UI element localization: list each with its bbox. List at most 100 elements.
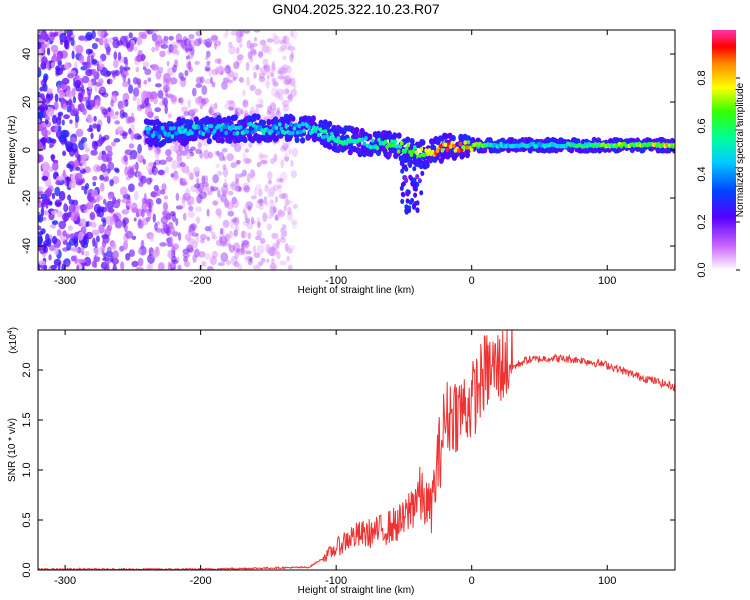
- noise-blob: [259, 39, 267, 46]
- noise-blob: [109, 216, 115, 226]
- noise-blob: [186, 169, 191, 176]
- track-core: [375, 145, 380, 151]
- noise-blob: [236, 34, 243, 44]
- noise-blob: [169, 77, 178, 85]
- spectrogram-xlabel: Height of straight line (km): [298, 285, 415, 296]
- noise-blob: [165, 156, 173, 163]
- track-core: [398, 144, 402, 149]
- track-halo: [669, 137, 675, 145]
- noise-blob: [137, 248, 142, 254]
- noise-blob: [266, 223, 272, 231]
- x-tick-label: -300: [54, 575, 76, 587]
- noise-blob: [290, 159, 294, 167]
- track-core: [294, 122, 298, 128]
- noise-blob: [146, 208, 150, 216]
- noise-blob: [107, 150, 113, 157]
- noise-blob: [274, 91, 281, 99]
- noise-blob: [79, 54, 85, 64]
- track-core: [224, 130, 228, 136]
- noise-blob: [223, 182, 228, 188]
- noise-blob: [126, 205, 130, 210]
- noise-blob: [53, 258, 62, 266]
- noise-blob: [204, 226, 211, 232]
- noise-blob: [212, 174, 219, 184]
- noise-blob: [195, 83, 203, 88]
- noise-blob: [175, 218, 179, 226]
- track-halo: [465, 135, 471, 142]
- noise-blob: [91, 58, 98, 65]
- noise-blob: [292, 30, 298, 40]
- noise-blob: [254, 88, 262, 96]
- snr-axes: -300 -200 -100 0 100 0.0 0.5 1.0 1.5 2.0: [21, 330, 675, 587]
- track-halo: [266, 118, 272, 126]
- noise-blob: [74, 159, 79, 167]
- noise-blob: [122, 112, 128, 118]
- track-halo: [206, 137, 212, 145]
- noise-blob: [142, 158, 146, 165]
- noise-blob: [58, 190, 66, 201]
- noise-blob: [171, 44, 178, 55]
- noise-blob: [74, 79, 81, 88]
- noise-blob: [256, 262, 262, 270]
- noise-blob: [146, 177, 152, 185]
- noise-blob: [67, 194, 72, 201]
- noise-blob: [100, 261, 108, 270]
- noise-blob: [90, 149, 98, 156]
- noise-blob: [201, 261, 207, 267]
- noise-blob: [150, 191, 157, 198]
- noise-blob: [78, 231, 84, 241]
- noise-blob: [63, 114, 70, 120]
- noise-blob: [269, 205, 276, 216]
- noise-blob: [113, 51, 118, 60]
- noise-blob: [92, 181, 97, 187]
- noise-blob: [281, 66, 287, 76]
- noise-blob: [169, 145, 177, 152]
- noise-blob: [112, 250, 119, 260]
- track-halo: [242, 136, 248, 143]
- noise-blob: [68, 204, 76, 214]
- y-tick-label: -20: [21, 190, 33, 206]
- noise-blob: [282, 142, 289, 151]
- noise-blob: [265, 243, 271, 253]
- noise-blob: [242, 89, 246, 97]
- track-core: [248, 121, 253, 127]
- noise-blob: [230, 219, 235, 230]
- noise-blob: [203, 253, 212, 260]
- track-core: [156, 131, 160, 136]
- noise-blob: [140, 239, 145, 250]
- noise-blob: [88, 221, 93, 227]
- noise-blob: [135, 66, 140, 73]
- branch-blob: [400, 191, 405, 197]
- noise-blob: [271, 232, 279, 239]
- track-core: [463, 140, 468, 145]
- branch-blob: [400, 182, 405, 188]
- noise-blob: [67, 73, 75, 79]
- noise-blob: [162, 222, 168, 229]
- noise-blob: [135, 266, 144, 270]
- track-halo: [205, 131, 211, 139]
- noise-blob: [266, 74, 270, 80]
- noise-blob: [48, 244, 56, 252]
- track-core: [206, 129, 210, 134]
- noise-blob: [234, 185, 242, 192]
- branch-blob: [412, 177, 417, 183]
- noise-blob: [54, 93, 59, 103]
- noise-blob: [279, 39, 285, 45]
- noise-blob: [131, 260, 139, 268]
- track-halo: [260, 119, 267, 127]
- noise-blob: [253, 49, 257, 55]
- noise-blob: [38, 231, 44, 236]
- noise-blob: [56, 229, 62, 237]
- noise-blob: [239, 173, 243, 178]
- noise-blob: [43, 196, 51, 205]
- noise-blob: [180, 181, 188, 186]
- noise-blob: [187, 99, 191, 109]
- noise-blob: [271, 77, 277, 83]
- noise-blob: [111, 141, 116, 147]
- track-halo: [226, 115, 232, 123]
- noise-blob: [234, 107, 242, 116]
- branch-blob: [412, 202, 417, 208]
- noise-blob: [234, 225, 240, 232]
- noise-blob: [283, 35, 287, 45]
- noise-blob: [44, 103, 49, 111]
